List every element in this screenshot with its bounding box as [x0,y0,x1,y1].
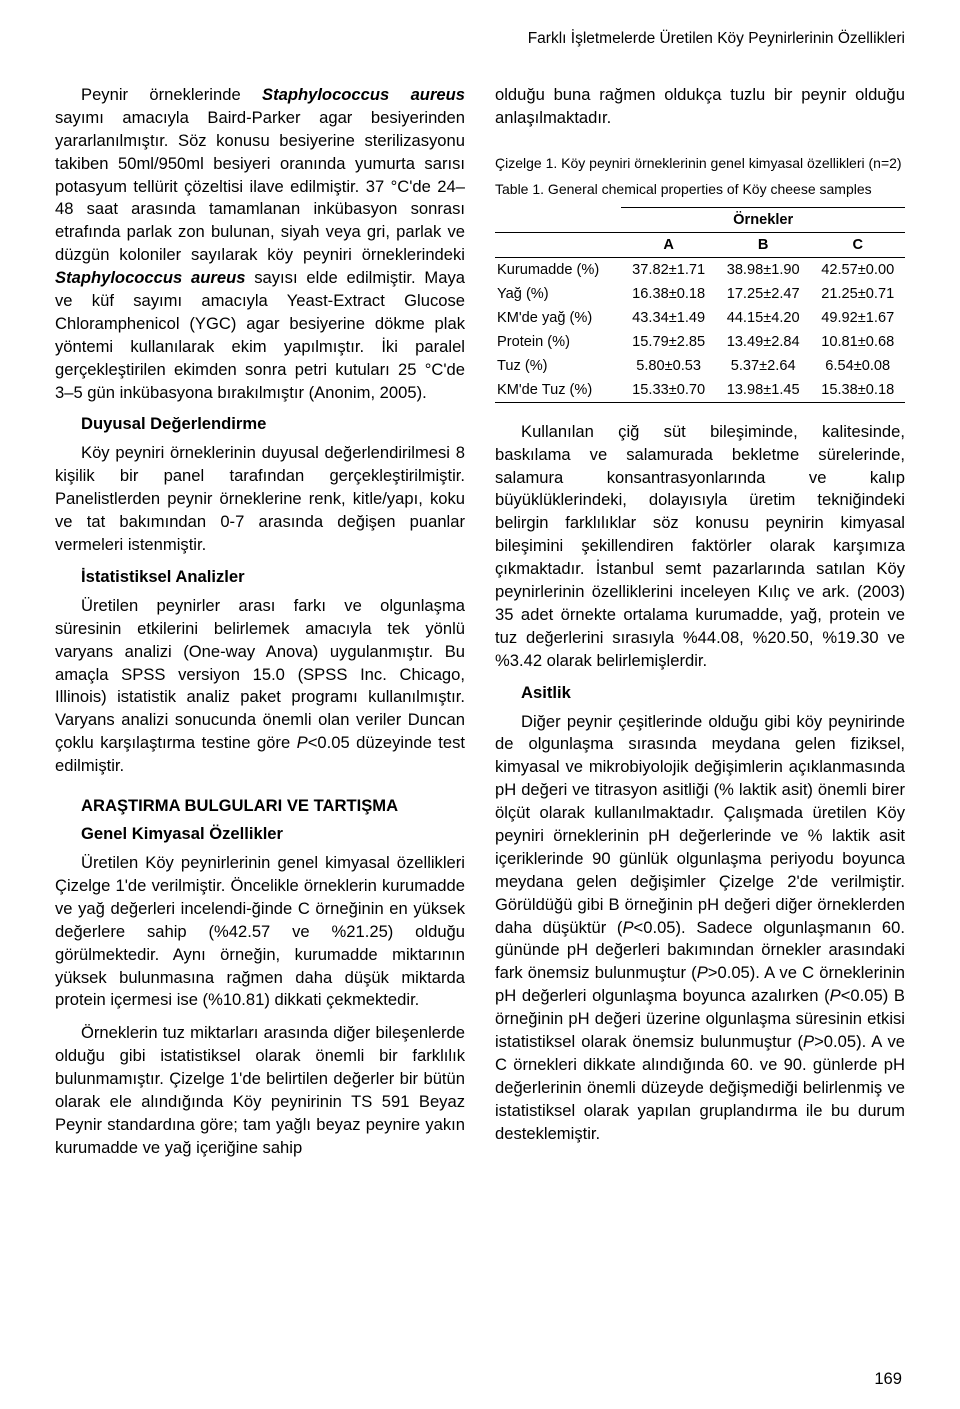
value-cell: 13.49±2.84 [716,330,811,354]
samples-header: Örnekler [621,207,905,232]
value-cell: 21.25±0.71 [810,282,905,306]
value-cell: 5.37±2.64 [716,354,811,378]
value-cell: 44.15±4.20 [716,306,811,330]
running-header: Farklı İşletmelerde Üretilen Köy Peynirl… [55,30,905,48]
paragraph: Peynir örneklerinde Staphylococcus aureu… [55,84,465,404]
value-cell: 37.82±1.71 [621,257,716,282]
value-cell: 42.57±0.00 [810,257,905,282]
two-column-layout: Peynir örneklerinde Staphylococcus aureu… [55,84,905,1170]
stat-symbol: P [697,963,708,982]
value-cell: 13.98±1.45 [716,378,811,403]
value-cell: 5.80±0.53 [621,354,716,378]
right-column: olduğu buna rağmen oldukça tuzlu bir pey… [495,84,905,1170]
table-caption-tr: Çizelge 1. Köy peyniri örneklerinin gene… [495,154,905,172]
page-number: 169 [874,1369,902,1389]
table-row: KM'de Tuz (%) 15.33±0.70 13.98±1.45 15.3… [495,378,905,403]
param-cell: Tuz (%) [495,354,621,378]
paragraph: Diğer peynir çeşitlerinde olduğu gibi kö… [495,711,905,1146]
table-row: Kurumadde (%) 37.82±1.71 38.98±1.90 42.5… [495,257,905,282]
value-cell: 49.92±1.67 [810,306,905,330]
param-cell: Protein (%) [495,330,621,354]
stat-symbol: P [803,1032,814,1051]
table-row: KM'de yağ (%) 43.34±1.49 44.15±4.20 49.9… [495,306,905,330]
page: Farklı İşletmelerde Üretilen Köy Peynirl… [0,0,960,1409]
left-column: Peynir örneklerinde Staphylococcus aureu… [55,84,465,1170]
section-heading-results: ARAŞTIRMA BULGULARI VE TARTIŞMA [81,796,465,816]
col-c-header: C [810,232,905,257]
paragraph-continuation: olduğu buna rağmen oldukça tuzlu bir pey… [495,84,905,130]
col-b-header: B [716,232,811,257]
text: Peynir örneklerinde [81,85,262,104]
value-cell: 43.34±1.49 [621,306,716,330]
paragraph: Köy peyniri örneklerinin duyusal değerle… [55,442,465,556]
table-row: Protein (%) 15.79±2.85 13.49±2.84 10.81±… [495,330,905,354]
param-cell: Yağ (%) [495,282,621,306]
col-a-header: A [621,232,716,257]
value-cell: 15.79±2.85 [621,330,716,354]
value-cell: 17.25±2.47 [716,282,811,306]
subheading-chemical: Genel Kimyasal Özellikler [81,824,465,844]
value-cell: 15.38±0.18 [810,378,905,403]
text: sayımı amacıyla Baird-Parker agar besiye… [55,108,465,264]
text: sayısı elde edilmiştir. Maya ve küf sayı… [55,268,465,401]
subheading-sensory: Duyusal Değerlendirme [81,414,465,434]
species-name: Staphylococcus aureus [55,268,245,287]
value-cell: 38.98±1.90 [716,257,811,282]
table-row: Tuz (%) 5.80±0.53 5.37±2.64 6.54±0.08 [495,354,905,378]
table-caption-en: Table 1. General chemical properties of … [495,180,905,198]
paragraph: Örneklerin tuz miktarları arasında diğer… [55,1022,465,1159]
paragraph: Kullanılan çiğ süt bileşiminde, kalitesi… [495,421,905,673]
stat-symbol: P [622,918,633,937]
value-cell: 15.33±0.70 [621,378,716,403]
species-name: Staphylococcus aureus [262,85,465,104]
table-row: Yağ (%) 16.38±0.18 17.25±2.47 21.25±0.71 [495,282,905,306]
text: Diğer peynir çeşitlerinde olduğu gibi kö… [495,712,905,937]
paragraph: Üretilen peynirler arası farkı ve olgunl… [55,595,465,778]
param-cell: KM'de Tuz (%) [495,378,621,403]
text: Üretilen peynirler arası farkı ve olgunl… [55,596,465,752]
paragraph: Üretilen Köy peynirlerinin genel kimyasa… [55,852,465,1012]
subheading-statistics: İstatistiksel Analizler [81,567,465,587]
value-cell: 16.38±0.18 [621,282,716,306]
stat-symbol: P [297,733,308,752]
value-cell: 6.54±0.08 [810,354,905,378]
param-cell: Kurumadde (%) [495,257,621,282]
table-1-wrapper: Çizelge 1. Köy peyniri örneklerinin gene… [495,154,905,403]
stat-symbol: P [830,986,841,1005]
subheading-acidity: Asitlik [521,683,905,703]
param-cell: KM'de yağ (%) [495,306,621,330]
value-cell: 10.81±0.68 [810,330,905,354]
chemical-properties-table: Örnekler A B C Kurumadde (%) 37.82±1.71 [495,207,905,403]
